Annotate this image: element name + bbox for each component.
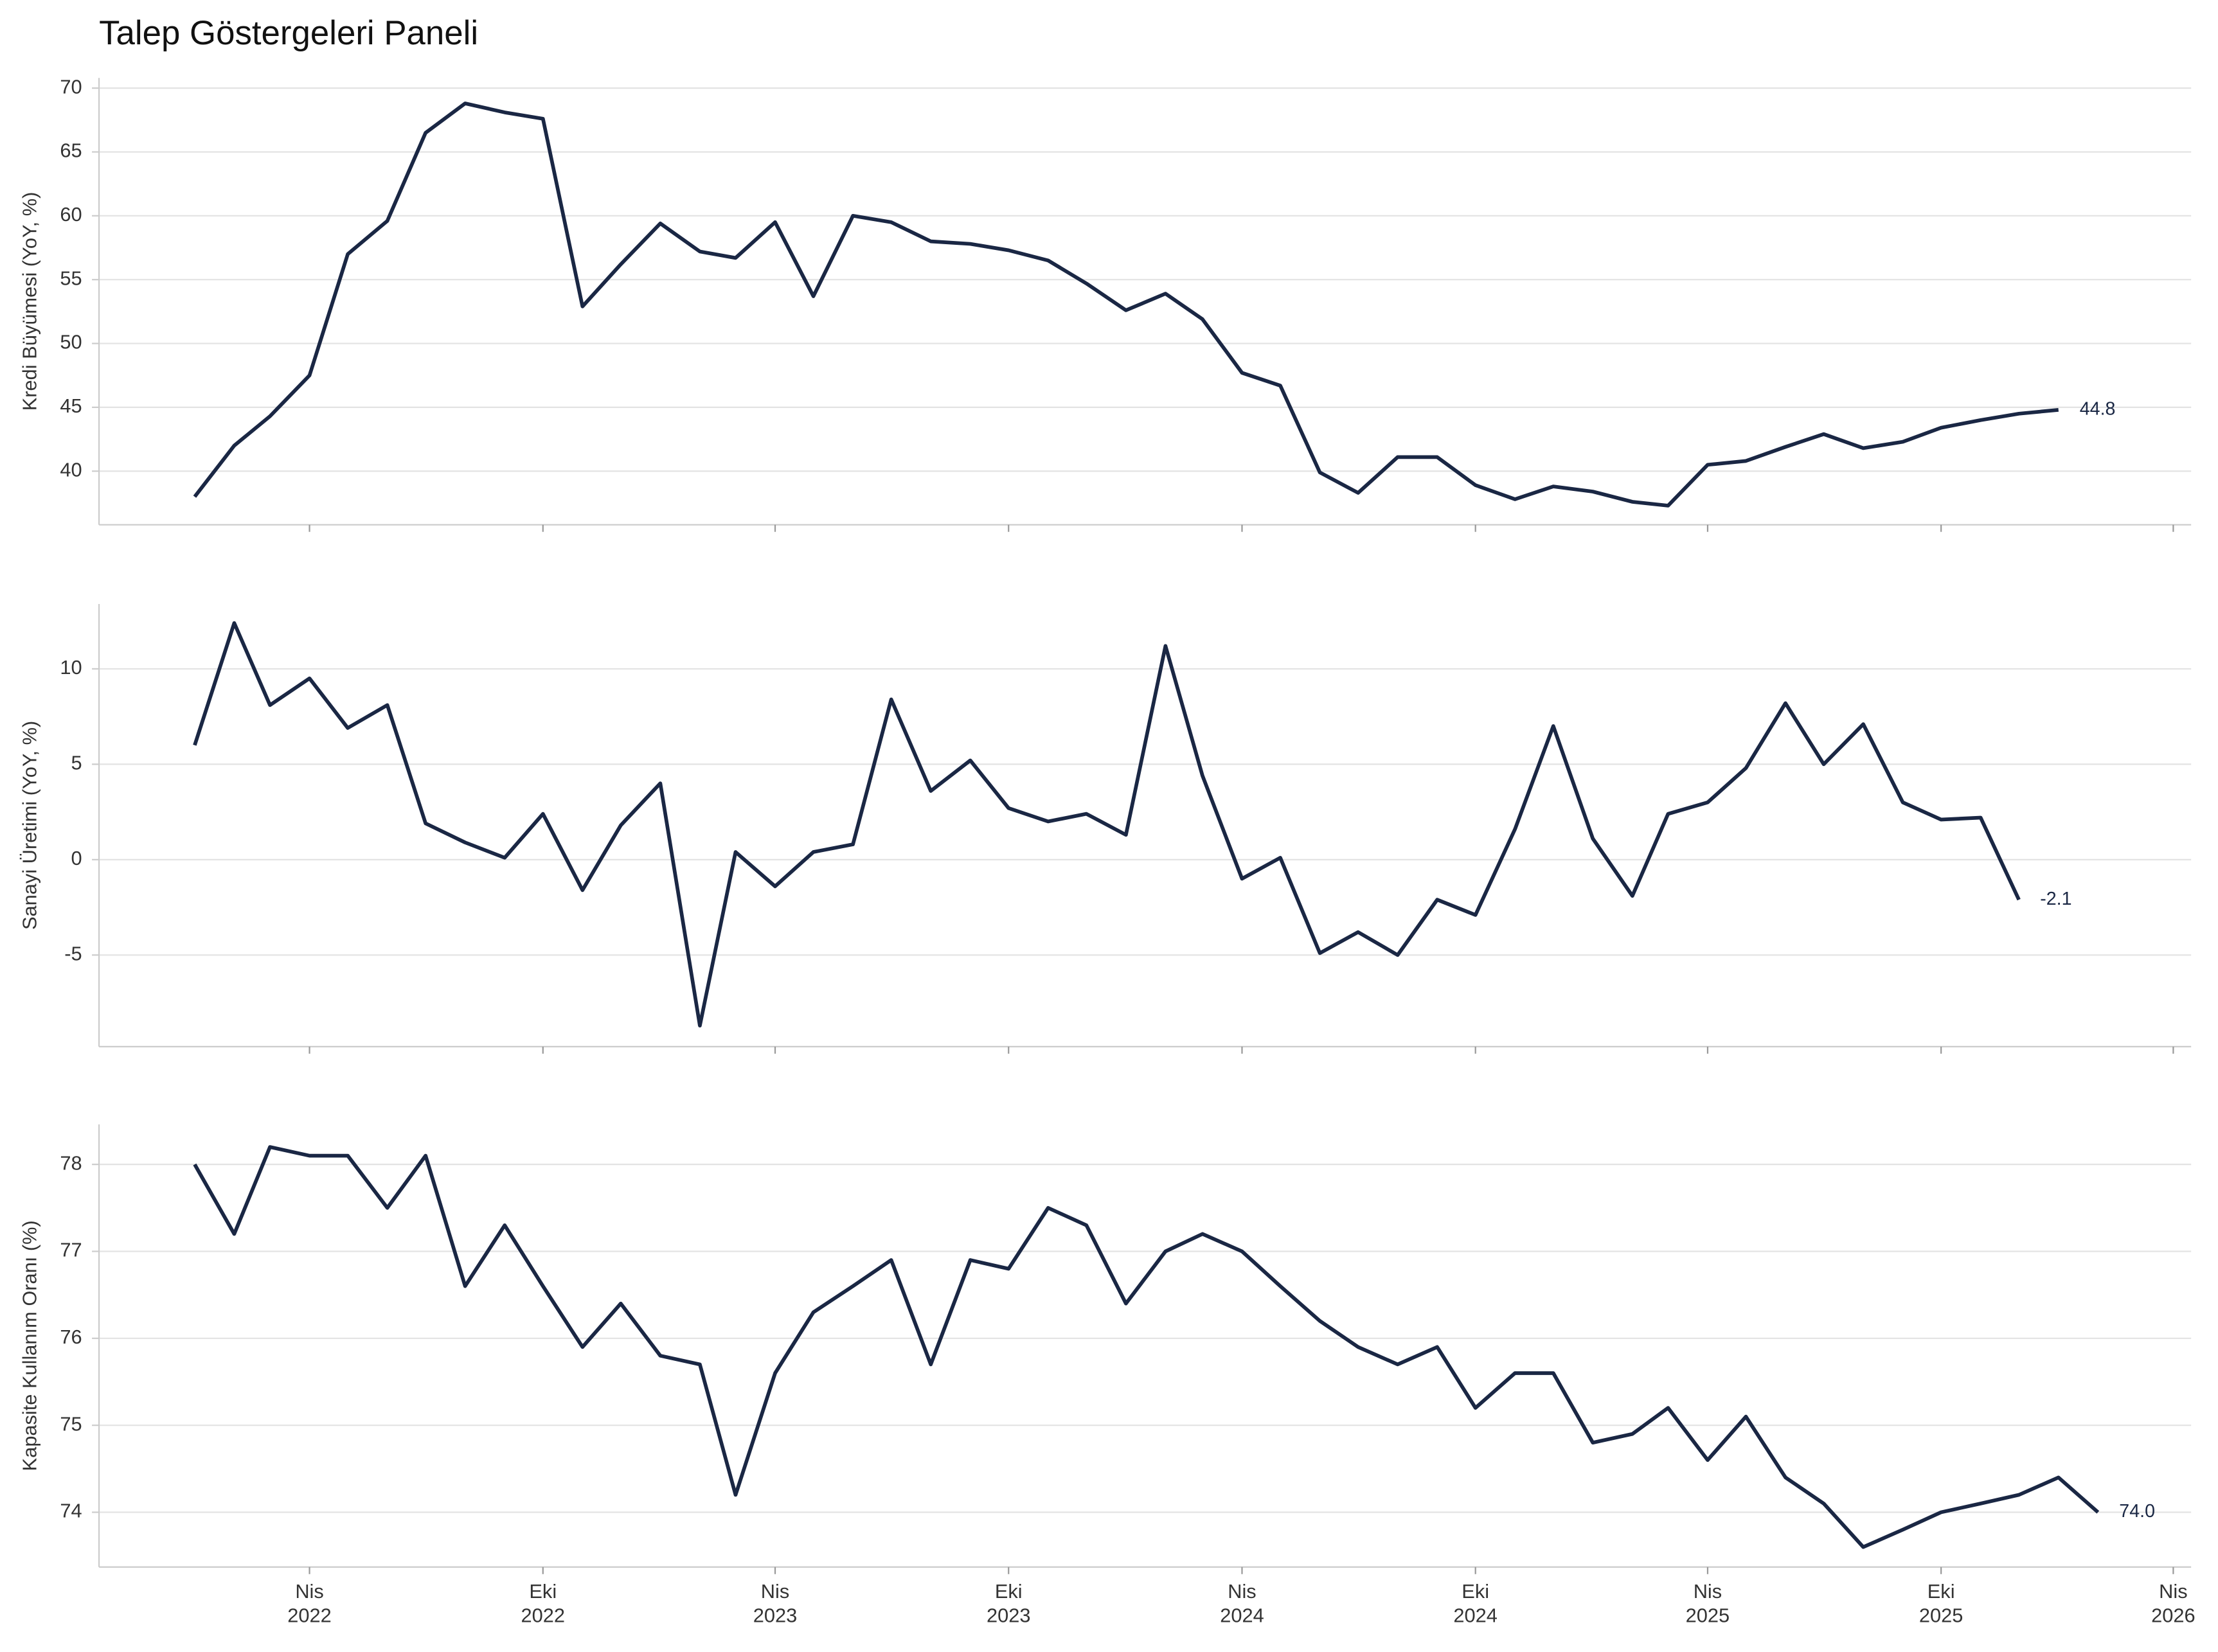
x-tick-label: Nis 2025 bbox=[1686, 1580, 1730, 1626]
y-tick-label: 0 bbox=[71, 847, 82, 869]
y-tick-label: 77 bbox=[60, 1239, 82, 1261]
y-axis-label: Sanayi Üretimi (YoY, %) bbox=[19, 721, 41, 930]
x-tick-label: Eki 2022 bbox=[521, 1580, 566, 1626]
x-tick-label: Nis 2026 bbox=[2151, 1580, 2196, 1626]
y-tick-label: 5 bbox=[71, 752, 82, 774]
end-label: 74.0 bbox=[2119, 1501, 2155, 1522]
y-tick-label: 74 bbox=[60, 1500, 82, 1522]
x-tick-label: Eki 2024 bbox=[1453, 1580, 1498, 1626]
y-tick-label: 76 bbox=[60, 1326, 82, 1348]
x-tick-label: Eki 2023 bbox=[987, 1580, 1031, 1626]
y-tick-label: -5 bbox=[64, 942, 82, 964]
y-tick-label: 50 bbox=[60, 331, 82, 353]
y-tick-label: 78 bbox=[60, 1151, 82, 1174]
line bbox=[193, 102, 2059, 508]
chart-title: Talep Göstergeleri Paneli bbox=[99, 14, 478, 52]
x-tick-label: Nis 2023 bbox=[753, 1580, 798, 1626]
y-tick-label: 10 bbox=[60, 656, 82, 679]
y-axis-label: Kapasite Kullanım Oranı (%) bbox=[19, 1220, 41, 1471]
end-label: 44.8 bbox=[2080, 398, 2116, 419]
y-tick-label: 75 bbox=[60, 1412, 82, 1435]
y-axis-label: Kredi Büyümesi (YoY, %) bbox=[19, 192, 41, 411]
y-tick-label: 65 bbox=[60, 139, 82, 162]
x-tick-label: Nis 2022 bbox=[287, 1580, 332, 1626]
y-tick-label: 40 bbox=[60, 458, 82, 481]
y-tick-label: 45 bbox=[60, 395, 82, 417]
y-tick-label: 70 bbox=[60, 75, 82, 98]
y-tick-label: 55 bbox=[60, 267, 82, 289]
line bbox=[193, 621, 2021, 1028]
x-tick-label: Nis 2024 bbox=[1220, 1580, 1264, 1626]
x-tick-label: Eki 2025 bbox=[1919, 1580, 1963, 1626]
end-label: -2.1 bbox=[2040, 889, 2071, 909]
y-tick-label: 60 bbox=[60, 203, 82, 226]
line bbox=[193, 1145, 2100, 1549]
